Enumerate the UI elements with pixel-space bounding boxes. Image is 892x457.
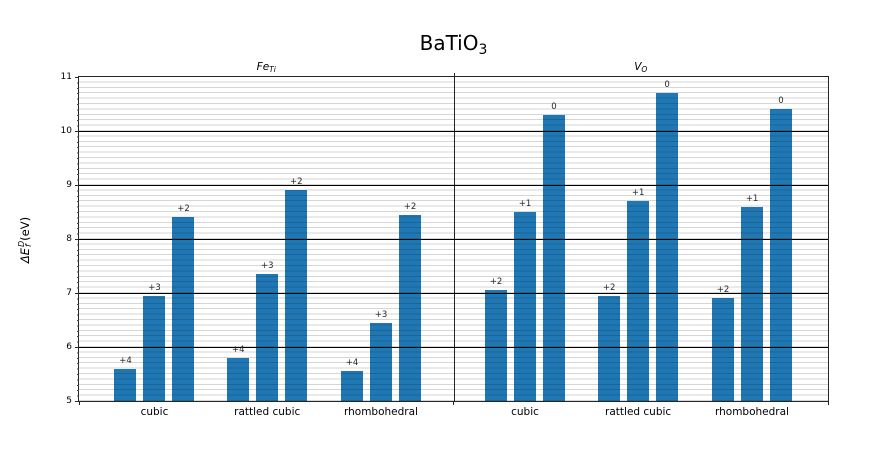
bar-charge-label: +1 bbox=[518, 199, 532, 209]
x-tick-label: cubic bbox=[511, 406, 539, 418]
plot-area: FeTi VO 5 6 7 8 9 10 11 cubic +4 +3 +2 rattled cubi… bbox=[61, 61, 829, 418]
chart-title: BaTiO3 bbox=[78, 31, 829, 58]
bar bbox=[143, 295, 166, 401]
x-axis-tick bbox=[453, 401, 454, 405]
y-axis-label-unit: (eV) bbox=[18, 216, 32, 241]
bar-charge-label: +2 bbox=[289, 177, 303, 188]
bar bbox=[598, 295, 621, 401]
bar-charge-label: +2 bbox=[177, 204, 190, 215]
panel-title-fe-ti: FeTi bbox=[257, 61, 276, 74]
x-tick-label: cubic bbox=[140, 406, 169, 418]
y-tick-mark bbox=[75, 130, 79, 132]
y-axis-label-sub: f bbox=[24, 244, 33, 247]
bar-charge-label: 0 bbox=[664, 80, 670, 91]
x-tick-label: rhombohedral bbox=[714, 406, 789, 418]
y-tick-label: 11 bbox=[60, 71, 72, 82]
x-tick-label: rattled cubic bbox=[234, 406, 301, 418]
bar-charge-label: +1 bbox=[745, 193, 759, 204]
y-tick-mark bbox=[75, 346, 79, 348]
bar bbox=[398, 214, 421, 401]
x-axis-tick bbox=[827, 401, 829, 405]
bar-charge-label: +2 bbox=[602, 282, 616, 293]
bar bbox=[656, 93, 679, 401]
panel-title-fe: Fe bbox=[256, 61, 270, 73]
bar-charge-label: +2 bbox=[716, 285, 730, 296]
y-tick-label: 5 bbox=[66, 395, 72, 406]
bar-charge-label: +4 bbox=[231, 344, 245, 355]
y-tick-mark bbox=[75, 184, 79, 186]
x-axis-tick bbox=[78, 401, 80, 405]
bar-charge-label: +4 bbox=[119, 355, 132, 366]
panel-title-fe-sub: Ti bbox=[269, 65, 276, 74]
bar-charge-label: +3 bbox=[260, 261, 274, 272]
chart-title-subscript: 3 bbox=[478, 42, 488, 58]
bar bbox=[172, 217, 195, 401]
y-tick-mark bbox=[75, 400, 79, 402]
y-tick-label: 6 bbox=[66, 341, 72, 352]
divider-top-tick bbox=[453, 73, 455, 77]
bar-charge-label: +1 bbox=[631, 188, 645, 199]
bar-charge-label: +3 bbox=[148, 282, 161, 293]
bar bbox=[114, 368, 137, 401]
y-tick-label: 9 bbox=[66, 179, 72, 190]
bar bbox=[627, 201, 650, 401]
y-tick-label: 7 bbox=[66, 287, 72, 298]
panel-title-v: V bbox=[634, 61, 642, 73]
chart-title-main: BaTiO bbox=[419, 31, 479, 55]
bar-charge-label: 0 bbox=[551, 101, 557, 112]
y-tick-label: 10 bbox=[60, 125, 72, 136]
bar-charge-label: +2 bbox=[489, 277, 503, 288]
bar bbox=[769, 109, 792, 401]
bar-charge-label: +2 bbox=[403, 201, 417, 212]
bar bbox=[369, 322, 392, 401]
bar-charge-label: 0 bbox=[778, 96, 784, 107]
bar bbox=[485, 290, 508, 401]
panel-title-v-o: VO bbox=[634, 61, 647, 74]
bar bbox=[514, 212, 537, 401]
y-axis-label-symbol: ΔE bbox=[18, 247, 32, 264]
bar-charge-label: +4 bbox=[345, 358, 359, 369]
y-tick-label: 8 bbox=[66, 233, 72, 244]
bar bbox=[543, 114, 566, 401]
bar bbox=[285, 190, 308, 401]
bar bbox=[711, 298, 734, 401]
y-tick-mark bbox=[75, 292, 79, 294]
panel-title-v-sub: O bbox=[641, 65, 648, 74]
bar bbox=[740, 206, 763, 401]
x-tick-label: rattled cubic bbox=[605, 406, 672, 418]
x-tick-label: rhombohedral bbox=[343, 406, 418, 418]
y-tick-mark bbox=[75, 238, 79, 240]
panel-divider bbox=[453, 77, 455, 401]
bar-charge-label: +3 bbox=[374, 309, 388, 320]
bar bbox=[227, 357, 250, 401]
bar bbox=[256, 274, 279, 401]
y-tick-mark bbox=[75, 76, 79, 78]
bar bbox=[340, 371, 363, 401]
